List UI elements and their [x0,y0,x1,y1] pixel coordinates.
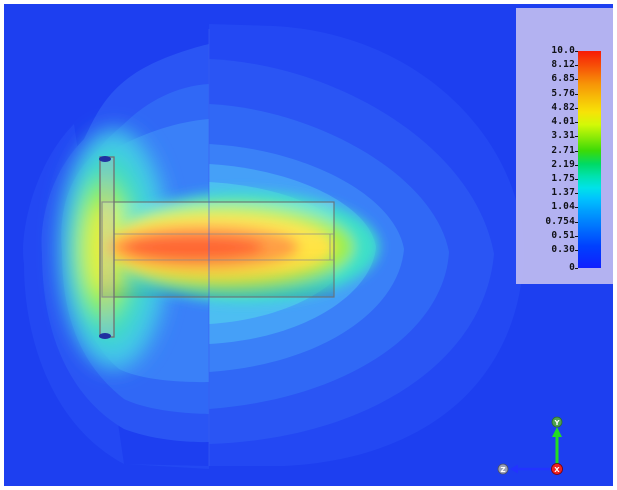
end-plate-bottom-notch [99,333,111,339]
legend-tick-label: 1.37 [551,187,575,199]
x-axis-icon [551,463,563,475]
legend-tick-mark [575,65,578,67]
legend-tick-label: 0.30 [551,244,575,255]
legend-tick-label: 0.754 [545,215,575,227]
legend-tick-label: 1.04 [551,201,575,213]
legend-tick-mark [575,93,578,95]
axis-triad[interactable]: Y Z X [492,415,572,485]
legend-tick-label: 4.01 [551,116,575,128]
legend-tick-mark [575,122,578,124]
legend-tick-label: 0 [569,262,575,273]
legend-tick-mark [575,107,578,109]
field-contour-plot [4,4,613,486]
end-plate [99,156,115,338]
legend-tick-mark [575,150,578,152]
z-axis-arrow [510,464,518,474]
legend-tick-mark [575,207,578,209]
legend-tick-mark [575,51,578,52]
legend-tick-label: 0.51 [551,229,575,241]
legend-tick-label: 1.75 [551,172,575,184]
legend-tick-label: 3.31 [551,130,575,142]
legend-tick-label: 2.71 [551,144,575,156]
color-scale-bar [578,51,601,268]
legend-tick-label: 10.0 [551,45,575,56]
color-legend: 10.0 8.12 6.85 5.76 4.82 4.01 3.31 2.71 2.19 1.75… [516,8,613,284]
legend-tick-mark [575,136,578,138]
y-axis-icon [551,416,563,428]
legend-tick-mark [575,268,578,269]
legend-tick-label: 4.82 [551,101,575,113]
legend-tick-mark [575,164,578,166]
legend-tick-label: 5.76 [551,87,575,99]
legend-tick-mark [575,178,578,180]
legend-tick-mark [575,193,578,195]
legend-tick-mark [575,235,578,237]
legend-tick-label: 6.85 [551,73,575,85]
y-axis-arrow [552,427,562,437]
legend-tick-mark [575,250,578,251]
x-axis-label: X [554,466,560,474]
cylinder-body [101,201,335,298]
3d-viewport[interactable] [4,4,613,486]
z-axis-label: Z [500,466,505,474]
z-axis-icon [497,463,509,475]
legend-tick-mark [575,221,578,223]
legend-tick-label: 2.19 [551,158,575,170]
legend-tick-mark [575,79,578,81]
legend-tick-label: 8.12 [551,59,575,71]
y-axis-label: Y [553,419,560,427]
end-plate-top-notch [99,156,111,162]
